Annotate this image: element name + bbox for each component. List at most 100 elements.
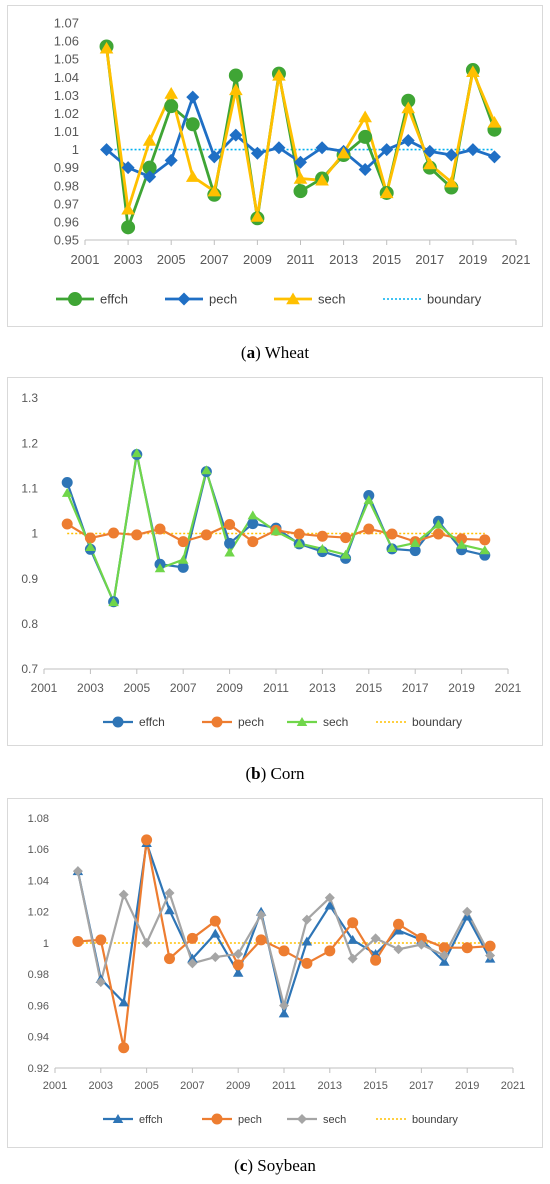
data-point-sech bbox=[99, 41, 114, 54]
data-point-pech bbox=[423, 144, 437, 158]
data-point-sech bbox=[466, 65, 480, 78]
data-point-effch bbox=[164, 905, 175, 915]
x-tick-label: 2019 bbox=[458, 252, 487, 267]
x-tick-label: 2003 bbox=[77, 681, 104, 695]
y-tick-label: 1.3 bbox=[21, 391, 38, 405]
y-tick-label: 1.02 bbox=[54, 106, 79, 121]
legend-marker-effch bbox=[112, 1114, 124, 1123]
x-tick-label: 2001 bbox=[31, 681, 58, 695]
data-point-sech bbox=[210, 952, 221, 963]
data-point-effch bbox=[228, 68, 243, 83]
data-point-effch bbox=[61, 476, 73, 488]
data-point-sech bbox=[207, 184, 222, 197]
caption-wheat: (a) Wheat bbox=[240, 343, 310, 362]
data-point-pech bbox=[200, 529, 212, 541]
data-point-sech bbox=[317, 543, 328, 553]
y-tick-label: 0.7 bbox=[21, 662, 38, 676]
data-point-pech bbox=[232, 959, 244, 971]
data-point-sech bbox=[142, 134, 157, 146]
data-point-effch bbox=[358, 129, 373, 144]
data-point-sech bbox=[250, 209, 265, 222]
data-point-sech bbox=[487, 115, 502, 128]
x-tick-label: 2019 bbox=[455, 1080, 479, 1092]
data-point-sech bbox=[229, 83, 243, 96]
x-tick-label: 2011 bbox=[272, 1080, 296, 1092]
data-point-effch bbox=[164, 99, 179, 114]
x-tick-label: 2003 bbox=[114, 252, 143, 267]
data-point-sech bbox=[363, 495, 375, 505]
data-point-pech bbox=[315, 141, 329, 155]
caption-text: Corn bbox=[266, 764, 305, 783]
data-point-pech bbox=[301, 957, 313, 969]
data-point-pech bbox=[370, 954, 382, 966]
legend-label: boundary bbox=[412, 1114, 458, 1126]
y-tick-label: 1 bbox=[43, 938, 49, 950]
legend-marker-sech bbox=[286, 292, 300, 305]
legend-label: sech bbox=[323, 715, 348, 729]
chart-wheat-svg: 0.95 0.96 0.97 0.98 0.99 1 1.01 1.02 1.03 1.04 1.0… bbox=[54, 16, 531, 307]
data-point-pech bbox=[363, 523, 375, 535]
data-point-sech bbox=[347, 953, 358, 964]
x-tick-label: 2007 bbox=[170, 681, 197, 695]
caption-letter: a bbox=[246, 343, 256, 362]
x-tick-label: 2003 bbox=[89, 1080, 113, 1092]
x-tick-label: 2017 bbox=[402, 681, 429, 695]
data-point-sech bbox=[485, 950, 496, 961]
data-point-sech bbox=[224, 547, 235, 557]
y-tick-label: 1.06 bbox=[54, 34, 79, 49]
legend-label: pech bbox=[209, 292, 237, 307]
x-tick-label: 2011 bbox=[287, 252, 315, 267]
legend-label: sech bbox=[318, 292, 345, 307]
caption-letter: c bbox=[239, 1156, 248, 1175]
x-tick-label: 2019 bbox=[448, 681, 475, 695]
data-point-pech bbox=[293, 528, 305, 540]
data-point-sech bbox=[293, 538, 305, 548]
y-tick-label: 0.94 bbox=[28, 1032, 49, 1044]
data-point-effch bbox=[347, 934, 358, 944]
data-point-pech bbox=[316, 530, 328, 542]
data-point-effch bbox=[324, 900, 336, 910]
data-point-pech bbox=[393, 918, 404, 930]
data-point-sech bbox=[416, 939, 427, 950]
data-point-pech bbox=[207, 150, 221, 164]
x-tick-label: 2017 bbox=[409, 1080, 433, 1092]
data-point-sech bbox=[315, 173, 329, 186]
data-point-pech bbox=[461, 942, 473, 954]
y-tick-label: 0.92 bbox=[28, 1063, 49, 1075]
data-point-pech bbox=[186, 90, 200, 104]
legend-label: effch bbox=[139, 715, 165, 729]
legend-marker-pech bbox=[211, 716, 223, 728]
x-tick-label: 2009 bbox=[216, 681, 243, 695]
legend-label: effch bbox=[100, 292, 128, 307]
y-tick-label: 1.02 bbox=[28, 907, 49, 919]
legend-label: pech bbox=[238, 715, 264, 729]
data-point-pech bbox=[229, 128, 243, 142]
x-tick-label: 2007 bbox=[200, 252, 229, 267]
x-tick-label: 2015 bbox=[363, 1080, 387, 1092]
x-tick-label: 2005 bbox=[123, 681, 150, 695]
y-tick-label: 1 bbox=[72, 142, 79, 157]
x-tick-label: 2009 bbox=[243, 252, 272, 267]
data-point-effch bbox=[439, 956, 450, 966]
data-point-sech bbox=[85, 542, 96, 552]
data-point-sech bbox=[164, 888, 175, 898]
legend-marker-sech bbox=[297, 1114, 307, 1124]
data-point-effch bbox=[118, 997, 129, 1007]
data-point-sech bbox=[422, 157, 437, 170]
data-point-sech bbox=[379, 186, 394, 199]
data-point-pech bbox=[386, 528, 398, 540]
data-point-pech bbox=[209, 915, 221, 927]
data-point-pech bbox=[487, 150, 501, 164]
data-point-sech bbox=[121, 202, 135, 215]
data-point-pech bbox=[121, 161, 135, 175]
data-point-sech bbox=[393, 944, 404, 955]
data-point-sech bbox=[108, 597, 119, 607]
data-point-sech bbox=[185, 170, 200, 182]
data-point-effch bbox=[393, 925, 404, 935]
data-point-pech bbox=[100, 143, 114, 157]
x-tick-label: 2005 bbox=[134, 1080, 158, 1092]
data-point-pech bbox=[72, 935, 84, 947]
caption-letter: b bbox=[251, 764, 261, 783]
data-point-sech bbox=[164, 87, 179, 99]
data-point-pech bbox=[272, 141, 286, 155]
